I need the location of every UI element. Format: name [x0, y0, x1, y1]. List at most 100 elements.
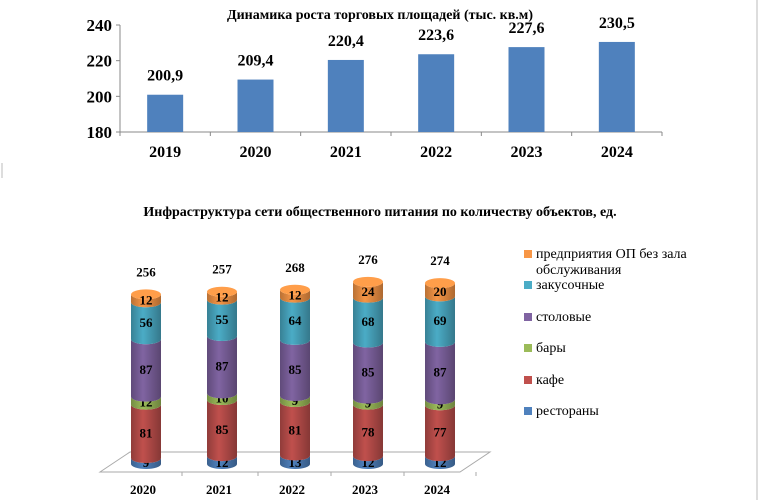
y-tick-label: 220: [87, 52, 113, 71]
legend-swatch: [524, 376, 532, 384]
segment-2021-1: [207, 399, 237, 462]
segment-label: 87: [140, 362, 154, 377]
segment-label: 56: [140, 315, 154, 330]
x-tick-label: 2023: [511, 144, 543, 161]
y-tick-label: 180: [87, 123, 113, 142]
chart1-title: Динамика роста торговых площадей (тыс. к…: [227, 8, 533, 23]
cylinder-top: [353, 276, 383, 287]
x-tick-label: 2024: [601, 144, 633, 161]
chart-retail-area: Динамика роста торговых площадей (тыс. к…: [87, 8, 663, 161]
segment-label: 12: [216, 290, 229, 305]
segment-2023-2: [353, 398, 383, 410]
y-tick-label: 240: [87, 16, 113, 35]
segment-label: 78: [362, 424, 376, 439]
chart2-title: Инфраструктура сети общественного питани…: [143, 205, 616, 220]
cylinder-top: [207, 286, 237, 297]
cylinder-top: [280, 284, 310, 295]
x-tick-label: 2024: [424, 482, 451, 497]
x-tick-label: 2020: [130, 482, 156, 497]
legend-label: рестораны: [536, 404, 599, 419]
legend-label: бары: [536, 341, 566, 356]
total-label: 268: [285, 260, 305, 275]
segment-2020-3: [131, 339, 161, 402]
segment-2024-3: [425, 341, 455, 405]
segment-label: 85: [216, 422, 230, 437]
segment-2021-2: [207, 393, 237, 405]
segment-label: 64: [289, 313, 303, 328]
segment-label: 12: [140, 292, 153, 307]
total-label: 257: [212, 262, 232, 277]
segment-2021-5: [207, 291, 237, 305]
segment-2021-0: [207, 456, 237, 469]
bar-2020: [237, 79, 274, 132]
data-label: 223,6: [418, 27, 454, 44]
segment-label: 20: [434, 284, 447, 299]
segment-label: 81: [289, 423, 302, 438]
cylinder-top: [131, 289, 161, 300]
legend-swatch: [524, 313, 532, 321]
x-tick-label: 2022: [420, 144, 452, 161]
segment-2020-2: [131, 396, 161, 410]
segment-label: 87: [434, 365, 448, 380]
cylinder-top: [425, 278, 455, 289]
total-label: 256: [136, 264, 156, 279]
data-label: 209,4: [238, 53, 274, 70]
segment-2024-5: [425, 283, 455, 302]
segment-2022-3: [280, 339, 310, 402]
y-tick-label: 200: [87, 87, 113, 106]
bar-2023: [508, 47, 545, 132]
segment-2020-4: [131, 302, 161, 345]
floor-plane: [98, 451, 492, 473]
segment-2024-0: [425, 456, 455, 469]
bar-2021: [327, 59, 364, 132]
segment-label: 81: [140, 425, 153, 440]
segment-label: 24: [362, 284, 376, 299]
segment-label: 77: [434, 425, 448, 440]
legend-label: обслуживания: [536, 263, 622, 278]
data-label: 220,4: [328, 33, 364, 50]
segment-2023-1: [353, 404, 383, 462]
legend-label: столовые: [536, 310, 591, 325]
chart-catering: Инфраструктура сети общественного питани…: [98, 205, 688, 497]
bar-2019: [147, 94, 184, 132]
segment-label: 12: [289, 288, 302, 303]
segment-2023-0: [353, 456, 383, 469]
data-label: 227,6: [509, 20, 545, 37]
segment-2024-1: [425, 405, 455, 462]
legend-label: кафе: [536, 373, 564, 388]
segment-label: 87: [216, 359, 230, 374]
total-label: 276: [358, 252, 378, 267]
segment-2024-4: [425, 296, 455, 347]
segment-label: 69: [434, 313, 448, 328]
segment-2023-5: [353, 281, 383, 303]
legend-swatch: [524, 250, 532, 258]
segment-2020-1: [131, 404, 161, 464]
segment-label: 85: [289, 362, 303, 377]
legend-swatch: [524, 281, 532, 289]
segment-2022-5: [280, 289, 310, 303]
total-label: 274: [430, 253, 450, 268]
segment-2020-5: [131, 294, 161, 308]
x-tick-label: 2020: [240, 144, 272, 161]
segment-label: 55: [216, 312, 230, 327]
legend-swatch: [524, 407, 532, 415]
x-tick-label: 2023: [352, 482, 379, 497]
data-label: 200,9: [147, 68, 183, 85]
legend-label: предприятия ОП без зала: [536, 247, 688, 262]
segment-2020-0: [131, 458, 161, 469]
segment-label: 85: [362, 365, 376, 380]
x-tick-label: 2019: [149, 144, 181, 161]
segment-2023-3: [353, 342, 383, 404]
legend-label: закусочные: [536, 278, 604, 293]
segment-2022-0: [280, 455, 310, 469]
x-tick-label: 2022: [279, 482, 305, 497]
legend-swatch: [524, 344, 532, 352]
segment-2021-4: [207, 299, 237, 341]
segment-label: 68: [362, 314, 376, 329]
data-label: 230,5: [599, 15, 635, 32]
segment-2023-4: [353, 297, 383, 348]
bar-2024: [598, 41, 635, 132]
bar-2022: [418, 54, 455, 132]
x-tick-label: 2021: [206, 482, 232, 497]
